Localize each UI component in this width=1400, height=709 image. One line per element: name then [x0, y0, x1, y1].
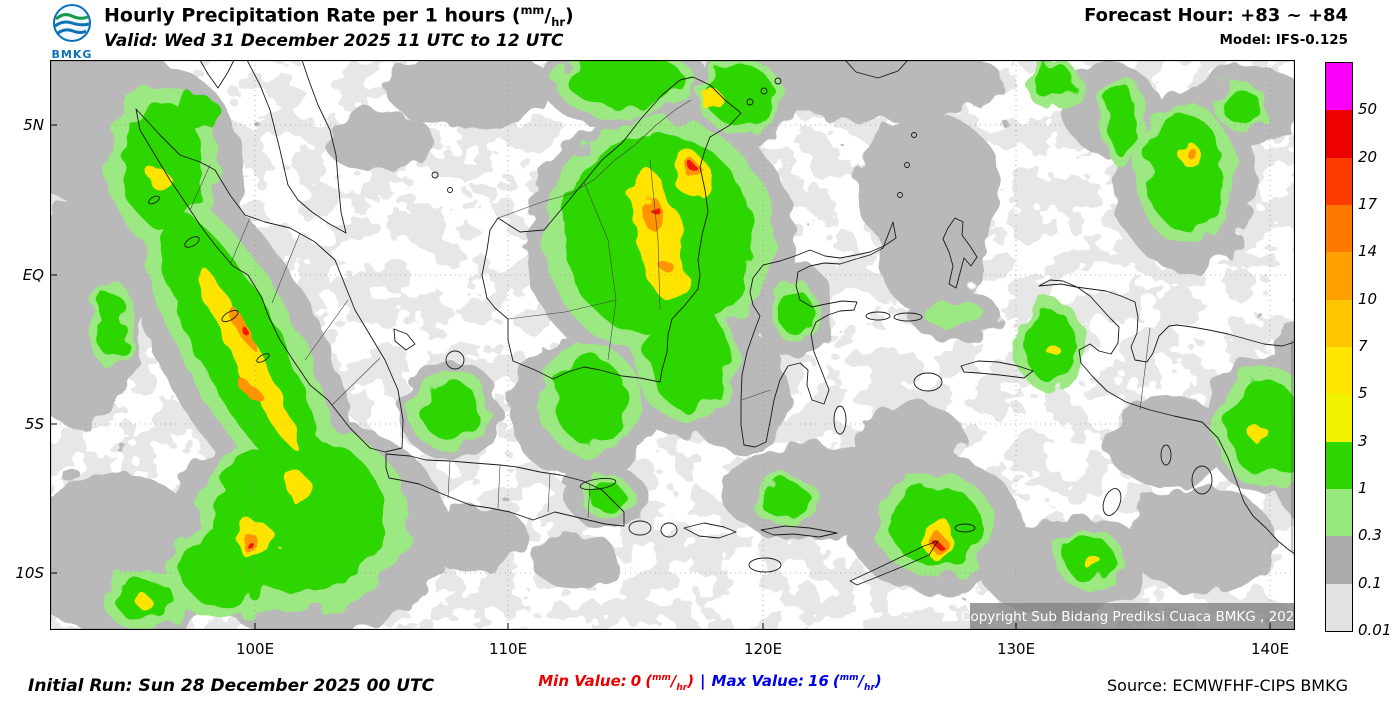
- admin-borders: [189, 99, 1293, 552]
- coastlines: [135, 60, 1295, 586]
- legend-value-label: 14: [1358, 242, 1378, 261]
- legend-value-label: 20: [1358, 147, 1378, 166]
- map-plot-area: Copyright Sub Bidang Prediksi Cuaca BMKG…: [49, 59, 1296, 631]
- lon-label-130e: 130E: [996, 640, 1036, 658]
- legend-value-label: 50: [1358, 100, 1378, 119]
- bmkg-logo: BMKG: [46, 2, 98, 61]
- initial-run-label: Initial Run: Sun 28 December 2025 00 UTC: [28, 676, 435, 696]
- precipitation-map: Copyright Sub Bidang Prediksi Cuaca BMKG…: [49, 59, 1296, 631]
- legend-color-cell: [1326, 394, 1352, 442]
- legend-labels: 50 20 17 14 10 7 5 3 1 0.3 0.1 0.01: [1358, 62, 1400, 639]
- legend-color-cell: [1326, 299, 1352, 347]
- legend-color-cell: [1326, 441, 1352, 489]
- copyright-watermark: Copyright Sub Bidang Prediksi Cuaca BMKG…: [961, 603, 1295, 630]
- legend-color-cell: [1326, 252, 1352, 300]
- legend-value-label: 3: [1358, 431, 1368, 450]
- legend-value-label: 17: [1358, 195, 1378, 213]
- source-label: Source: ECMWFHF-CIPS BMKG: [1107, 676, 1348, 695]
- header-right: Forecast Hour: +83 ~ +84 Model: IFS-0.12…: [1084, 5, 1348, 48]
- unit-hr: hr: [551, 15, 565, 30]
- legend-value-label: 10: [1358, 289, 1378, 308]
- model-label: Model: IFS-0.125: [1219, 32, 1348, 48]
- legend-color-cell: [1326, 536, 1352, 584]
- forecast-hour-label: Forecast Hour: +83 ~ +84: [1084, 5, 1348, 26]
- bmkg-logo-icon: [53, 4, 91, 42]
- legend-color-cell: [1326, 583, 1352, 631]
- legend-value-label: 5: [1358, 384, 1368, 403]
- legend-color-cell: [1326, 346, 1352, 395]
- legend-color-cell: [1326, 110, 1352, 158]
- lon-label-120e: 120E: [743, 640, 783, 658]
- lat-label-5s: 5S: [24, 415, 44, 433]
- map-frame: [49, 59, 1296, 631]
- legend-color-cell: [1326, 63, 1352, 111]
- legend-value-label: 0.3: [1358, 526, 1382, 545]
- legend-color-cell: [1326, 157, 1352, 205]
- legend-scale: [1325, 62, 1353, 632]
- minmax-separator: |: [700, 672, 706, 690]
- min-value: Min Value: 0 (mm/hr): [538, 672, 695, 693]
- page-title: Hourly Precipitation Rate per 1 hours (m…: [104, 3, 574, 30]
- legend-color-cell: [1326, 488, 1352, 537]
- unit-mm: mm: [520, 3, 545, 17]
- legend-value-label: 1: [1358, 479, 1368, 497]
- lon-label-140e: 140E: [1250, 640, 1290, 658]
- max-value: Max Value: 16 (mm/hr): [711, 672, 882, 693]
- lat-label-5n: 5N: [23, 116, 44, 134]
- legend-color-cell: [1326, 204, 1352, 253]
- lat-label-10s: 10S: [15, 564, 44, 582]
- lon-label-110e: 110E: [488, 640, 528, 658]
- legend-value-label: 0.1: [1358, 573, 1382, 592]
- legend-value-label: 0.01: [1358, 621, 1392, 639]
- lon-label-100e: 100E: [235, 640, 275, 658]
- copyright-text: Copyright Sub Bidang Prediksi Cuaca BMKG…: [961, 609, 1295, 625]
- minmax-values: Min Value: 0 (mm/hr) | Max Value: 16 (mm/hr): [500, 672, 920, 693]
- legend-value-label: 7: [1358, 337, 1368, 355]
- valid-time-label: Valid: Wed 31 December 2025 11 UTC to 12…: [104, 31, 564, 51]
- lat-label-eq: EQ: [22, 266, 44, 284]
- bmkg-logo-text: BMKG: [51, 48, 93, 61]
